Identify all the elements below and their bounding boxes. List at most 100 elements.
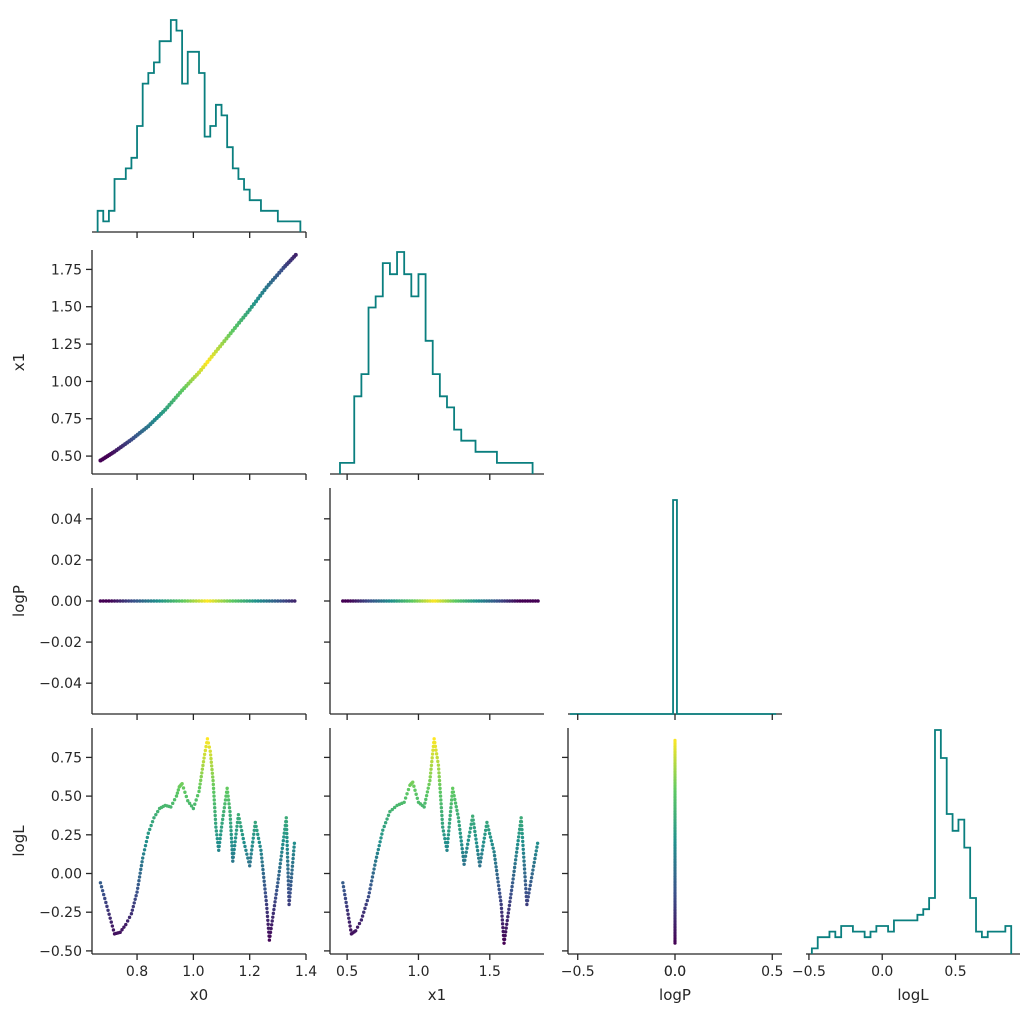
point-logL-x0 — [270, 919, 274, 923]
point-x1-logP — [505, 599, 509, 603]
point-x1-logP — [366, 599, 371, 603]
point-logL-x0 — [277, 869, 282, 874]
point-x0-logP — [281, 599, 286, 603]
point-logL-x0 — [215, 833, 219, 837]
x-tick-label: 0.0 — [664, 964, 686, 980]
point-logL-x1 — [364, 902, 368, 907]
point-x0-logP — [149, 599, 153, 603]
y-tick-label: 0.50 — [51, 449, 82, 465]
point-logL-x1 — [523, 871, 527, 875]
point-logL-x0 — [273, 896, 278, 900]
point-logL-x0 — [276, 877, 281, 881]
point-logL-x1 — [454, 805, 458, 809]
point-logL-x1 — [508, 899, 512, 904]
point-logL-x0 — [258, 844, 262, 849]
point-logL-x0 — [231, 859, 235, 863]
point-logL-x1 — [422, 805, 426, 809]
point-logL-x1 — [474, 841, 479, 845]
point-logL-x1 — [438, 794, 443, 798]
point-x0-logP — [146, 599, 151, 603]
point-x1-logP — [407, 599, 412, 603]
point-logL-x1 — [524, 887, 528, 891]
point-logL-x1 — [520, 835, 525, 840]
point-logL-x1 — [390, 807, 394, 812]
point-logL-x1 — [450, 786, 455, 791]
point-logL-x1 — [481, 840, 486, 844]
point-logL-x1 — [533, 856, 537, 861]
point-logL-x0 — [232, 847, 236, 852]
point-logL-x0 — [262, 879, 266, 883]
point-logL-x1 — [403, 796, 408, 800]
point-x0-logP — [219, 599, 224, 603]
point-logL-x0 — [174, 794, 179, 798]
point-logL-x1 — [483, 828, 488, 833]
point-logL-x0 — [284, 816, 288, 820]
point-x0-logP — [154, 599, 159, 603]
x-tick-label: 1.5 — [479, 964, 501, 980]
point-logL-x0 — [292, 845, 296, 849]
point-x1-logP — [482, 599, 486, 603]
point-logL-x1 — [429, 763, 434, 768]
point-logL-x0 — [245, 852, 249, 856]
point-logL-x0 — [219, 825, 224, 829]
point-x1-logP — [495, 599, 499, 603]
point-logL-x0 — [229, 832, 233, 837]
point-logL-x0 — [223, 802, 227, 806]
point-logL-x1 — [451, 790, 456, 794]
point-x1-logP — [397, 599, 402, 603]
point-logL-x1 — [436, 767, 441, 771]
point-logL-x0 — [210, 771, 215, 775]
point-logL-x0 — [246, 856, 250, 860]
point-logL-x1 — [367, 891, 372, 895]
point-logL-x1 — [522, 859, 526, 863]
point-logL-x1 — [405, 792, 409, 796]
point-logL-x0 — [242, 840, 246, 845]
point-logL-x0 — [285, 843, 289, 848]
point-logL-x0 — [226, 794, 230, 798]
point-logL-x1 — [500, 910, 504, 914]
point-logL-x1 — [369, 883, 373, 887]
point-x1-logP — [500, 599, 504, 603]
histogram-x0 — [96, 19, 302, 232]
point-logL-x1 — [380, 832, 384, 836]
point-logL-x0 — [231, 855, 235, 859]
point-logL-x0 — [218, 833, 223, 837]
point-logL-x1 — [500, 922, 505, 926]
point-logL-x0 — [264, 902, 269, 907]
point-logL-x0 — [237, 816, 241, 821]
point-x0-logP — [261, 599, 266, 603]
point-x0-logP — [183, 599, 187, 603]
point-logL-x0 — [186, 799, 190, 803]
x-tick-label: 1.0 — [407, 964, 429, 980]
point-logL-x1 — [494, 868, 499, 873]
point-logL-x1 — [343, 896, 348, 901]
point-x1-logP — [459, 599, 463, 603]
point-logL-x0 — [212, 802, 217, 806]
point-logL-x0 — [229, 828, 233, 833]
point-x0-logP — [239, 599, 244, 603]
point-logL-x0 — [286, 867, 290, 871]
point-x0-logP — [225, 599, 229, 603]
point-x1-logP — [507, 599, 512, 603]
point-x1-logP — [364, 599, 368, 603]
point-logL-x0 — [248, 860, 252, 864]
point-logL-x0 — [262, 875, 266, 880]
point-logL-x1 — [431, 748, 435, 752]
point-logL-x0 — [139, 863, 144, 868]
y-tick-label: 0.04 — [51, 512, 82, 528]
point-logL-x0 — [278, 865, 282, 870]
point-x0-logP — [214, 599, 218, 603]
point-logP-logL — [673, 738, 677, 742]
x-tick-label: 1.4 — [295, 964, 317, 980]
point-x0-logP — [222, 599, 227, 603]
point-logL-x1 — [476, 852, 480, 857]
point-logL-x1 — [521, 847, 525, 852]
point-logL-x1 — [430, 759, 434, 764]
point-x0-x1 — [254, 299, 259, 304]
point-logL-x1 — [499, 906, 504, 911]
y-tick-label: 0.02 — [51, 553, 82, 569]
point-logL-x1 — [531, 864, 536, 868]
point-logL-x1 — [514, 854, 518, 858]
point-logL-x1 — [439, 806, 444, 810]
point-x1-logP — [466, 599, 471, 603]
